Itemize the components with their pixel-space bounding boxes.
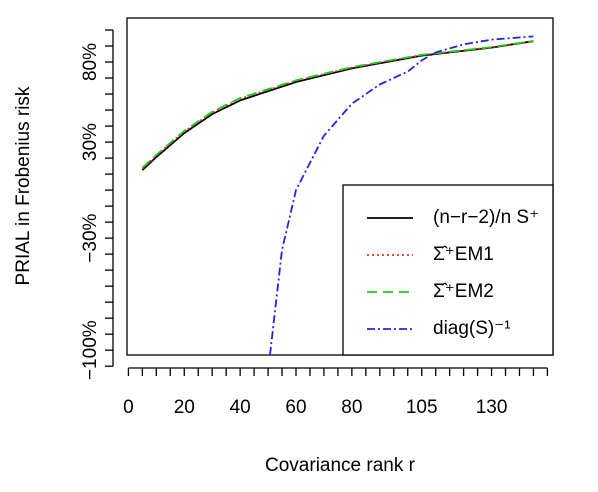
y-tick-label: −30% (80, 213, 101, 262)
legend-label: (n−r−2)/n S⁺ (433, 207, 539, 228)
y-axis-title: PRIAL in Frobenius risk (13, 86, 34, 285)
y-tick-label: 80% (80, 43, 101, 81)
series-line (141, 40, 534, 170)
x-tick-label: 40 (230, 397, 251, 418)
legend-label: Σ̂⁺EM1 (433, 244, 494, 265)
legend-label: Σ̂⁺EM2 (433, 281, 494, 302)
legend: (n−r−2)/n S⁺ Σ̂⁺EM1 Σ̂⁺EM2 diag(S)⁻¹ (342, 184, 554, 356)
series-line (269, 35, 534, 356)
y-tick-label: −100% (80, 320, 101, 380)
series-line (141, 40, 534, 171)
x-axis-title: Covariance rank r (265, 455, 416, 476)
x-tick-label: 0 (123, 397, 134, 418)
x-tick-label: 80 (341, 397, 362, 418)
y-tick-label: 30% (80, 123, 101, 161)
x-tick-label: 20 (174, 397, 195, 418)
series-line (141, 40, 534, 169)
legend-box (342, 184, 554, 356)
x-tick-label: 60 (285, 397, 306, 418)
x-tick-label: 130 (476, 397, 508, 418)
x-tick-label: 105 (406, 397, 438, 418)
legend-label: diag(S)⁻¹ (433, 318, 511, 339)
